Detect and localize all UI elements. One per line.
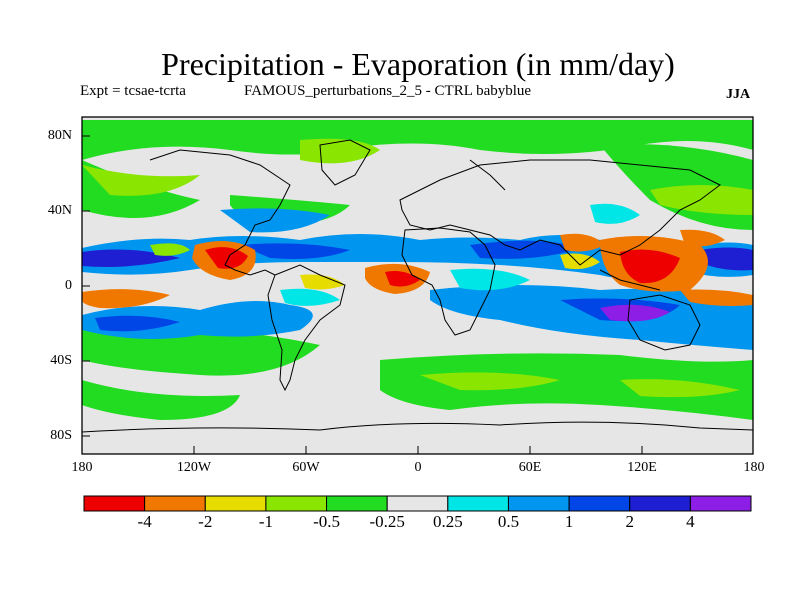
y-tick-label: 0 — [65, 278, 72, 293]
y-tick-label: 40N — [47, 203, 72, 218]
colorbar-swatch — [447, 495, 509, 512]
colorbar — [83, 495, 752, 512]
x-tick-label: 60W — [292, 460, 320, 475]
colorbar-label: -0.5 — [313, 512, 340, 531]
coast-greenland — [319, 139, 371, 186]
colorbar-label: 2 — [625, 512, 634, 531]
y-tick-label: 40S — [50, 353, 72, 368]
contour-maritime-purple — [600, 304, 670, 322]
x-tick-label: 120W — [176, 460, 212, 475]
x-tick-label: 180 — [71, 460, 93, 475]
colorbar-label: -1 — [258, 512, 273, 531]
colorbar-swatch — [265, 495, 328, 512]
x-tick-label: 0 — [414, 460, 422, 475]
contour-epacific-red — [205, 247, 248, 269]
coast-africa — [401, 227, 496, 336]
colorbar-label: -4 — [137, 512, 152, 531]
colorbar-swatch — [386, 495, 449, 512]
colorbar-label: -0.25 — [369, 512, 405, 531]
x-tick-label: 180 — [743, 460, 765, 475]
y-tick-label: 80S — [50, 428, 72, 443]
colorbar-swatch — [144, 495, 206, 512]
tick-marks — [82, 135, 643, 454]
coastlines — [82, 139, 753, 433]
x-tick-label: 120E — [627, 460, 657, 475]
y-tick-label: 80N — [47, 128, 72, 143]
season-label: JJA — [726, 87, 751, 102]
colorbar-swatch — [326, 495, 388, 512]
colorbar-swatch — [629, 495, 691, 512]
coast-antarctica — [82, 421, 753, 433]
colorbar-label: 1 — [564, 512, 574, 531]
colorbar-label: 0.5 — [497, 512, 520, 531]
coast-south-america — [267, 264, 346, 392]
field-contours — [82, 120, 753, 420]
contour-wpacific-red — [620, 249, 680, 284]
colorbar-label: -2 — [198, 512, 213, 531]
colorbar-swatch — [507, 495, 570, 512]
colorbar-swatch — [204, 495, 267, 512]
coast-eurasia — [399, 159, 721, 266]
colorbar-label: 4 — [686, 512, 695, 531]
colorbar-label: 0.25 — [432, 512, 463, 531]
colorbar-swatch — [568, 495, 631, 512]
coast-north-america — [149, 149, 291, 276]
colorbar-swatch — [689, 495, 752, 512]
chart-title: Precipitation - Evaporation (in mm/day) — [161, 46, 675, 82]
x-tick-label: 60E — [518, 460, 542, 475]
comparison-label: FAMOUS_perturbations_2_5 - CTRL babyblue — [244, 83, 532, 99]
experiment-label: Expt = tcsae-tcrta — [80, 83, 186, 99]
coast-australia — [627, 294, 701, 351]
colorbar-swatch — [83, 495, 146, 512]
contour-arctic-green — [82, 120, 753, 160]
